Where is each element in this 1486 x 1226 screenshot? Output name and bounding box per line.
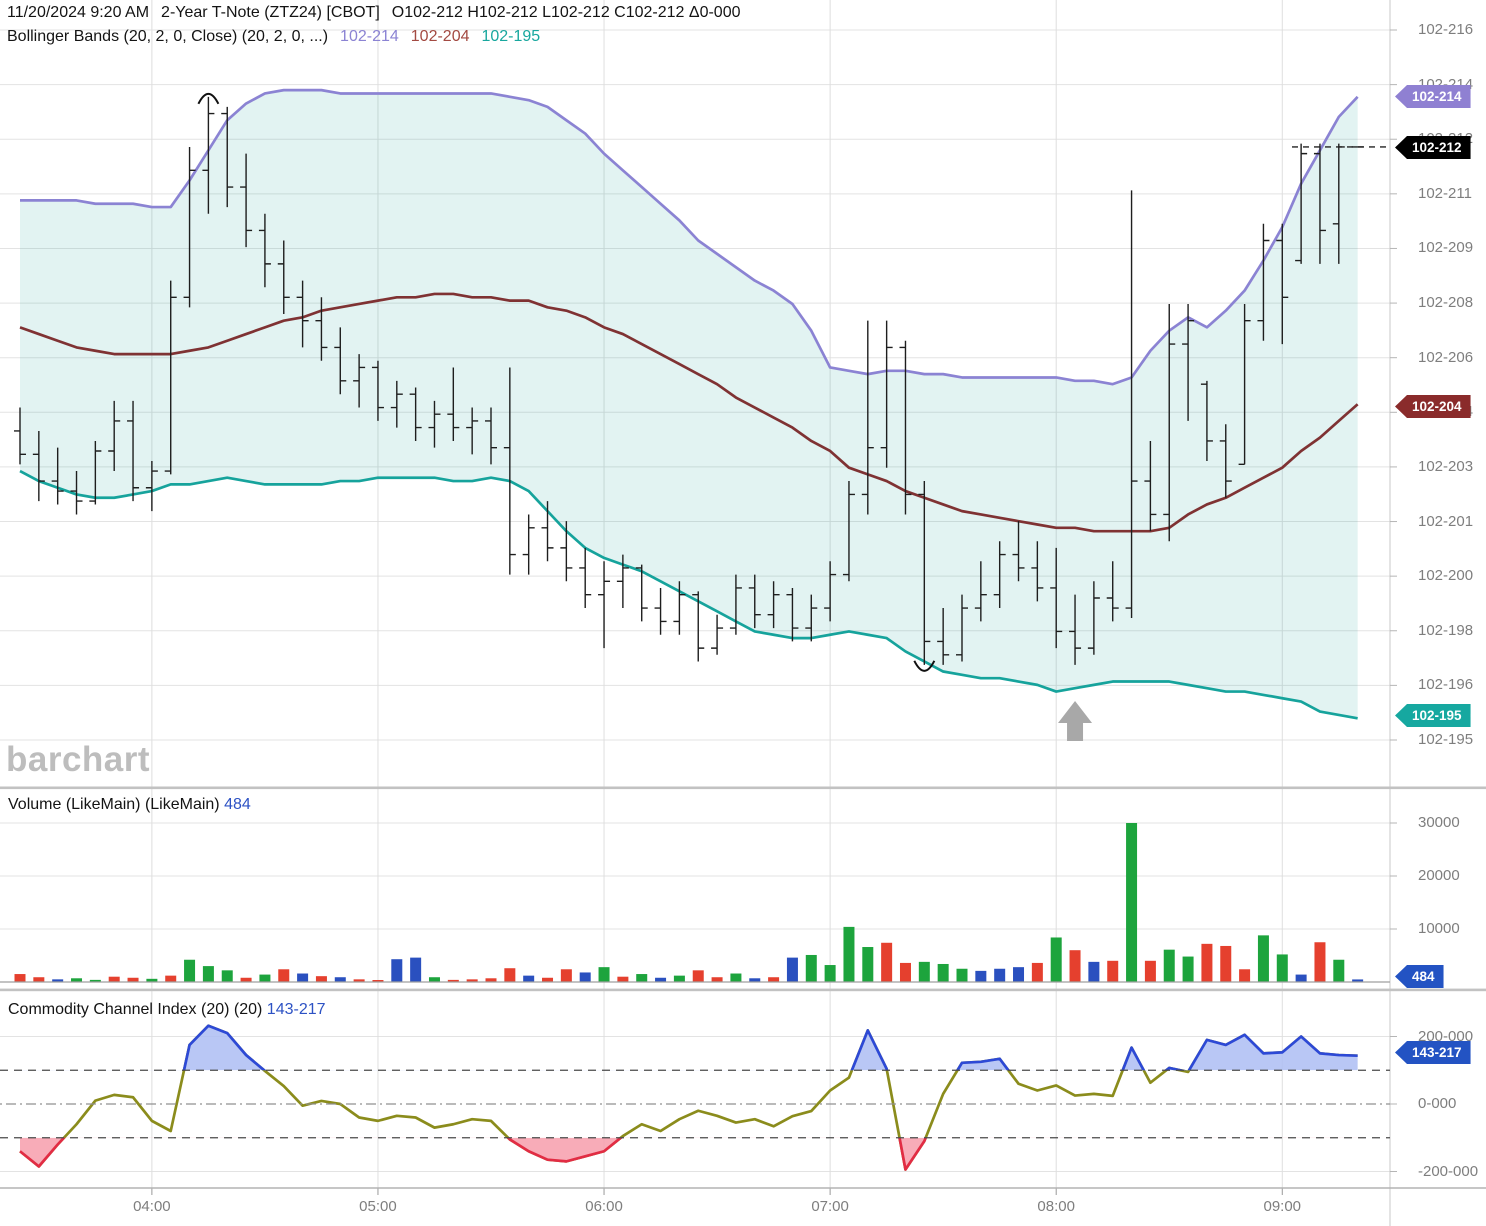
time-axis-label: 09:00 <box>1263 1198 1302 1215</box>
price-axis-label: 102-196 <box>1418 676 1474 694</box>
bb-upper-value: 102-214 <box>340 28 399 45</box>
up-arrow-marker-icon <box>1058 701 1093 741</box>
volume-axis-label: 30000 <box>1418 814 1460 831</box>
last-price-badge: 102-212 <box>1395 136 1471 159</box>
ohlc-bars <box>14 96 1364 665</box>
bb-middle-badge: 102-204 <box>1395 395 1471 418</box>
cci-axis-label: 200-000 <box>1418 1027 1474 1045</box>
price-axis-label: 102-201 <box>1418 512 1474 530</box>
barchart-logo: barchart <box>6 740 151 779</box>
quote-datetime: 11/20/2024 9:20 AM <box>7 4 150 21</box>
price-axis-label: 102-200 <box>1418 567 1474 585</box>
volume-badge: 484 <box>1395 965 1444 988</box>
volume-value: 484 <box>224 796 251 813</box>
bb-middle-value: 102-204 <box>410 28 470 45</box>
price-axis-label: 102-208 <box>1418 294 1474 312</box>
panel-divider <box>0 988 1486 992</box>
volume-panel-header: Volume (LikeMain) (LikeMain) 484 <box>8 796 251 814</box>
bollinger-upper-line <box>20 88 1359 386</box>
price-axis-label: 102-203 <box>1418 457 1474 475</box>
volume-label: Volume (LikeMain) (LikeMain) <box>8 796 220 813</box>
bollinger-band-fill <box>20 90 1358 719</box>
low-arc-marker-icon <box>913 660 936 672</box>
cci-panel-header: Commodity Channel Index (20) (20) 143-21… <box>8 1001 326 1019</box>
price-axis-label: 102-209 <box>1418 239 1474 257</box>
time-axis-label: 08:00 <box>1037 1198 1075 1215</box>
cci-overbought-zone <box>20 1024 1358 1071</box>
bb-lower-value: 102-195 <box>481 28 541 45</box>
price-axis-label: 102-198 <box>1418 621 1474 639</box>
volume-bars <box>14 823 1364 982</box>
study-label: Bollinger Bands (20, 2, 0, Close) (20, 2… <box>7 28 329 45</box>
cci-axis-label: 0-000 <box>1418 1095 1457 1112</box>
price-axis-label: 102-195 <box>1418 730 1474 748</box>
quote-ohlc: O102-212 H102-212 L102-212 C102-212 Δ0-0… <box>391 4 741 21</box>
price-axis-label: 102-211 <box>1418 184 1472 202</box>
bollinger-lower-line <box>19 469 1358 720</box>
cci-badge: 143-217 <box>1395 1041 1471 1064</box>
cci-axis-label: -200-000 <box>1418 1162 1479 1180</box>
quote-header: 11/20/2024 9:20 AM 2-Year T-Note (ZTZ24) … <box>7 4 753 22</box>
bb-upper-badge: 102-214 <box>1395 85 1471 108</box>
panel-divider <box>0 786 1486 790</box>
time-axis-label: 06:00 <box>585 1198 623 1215</box>
price-axis-label: 102-216 <box>1418 21 1474 38</box>
price-axis-label: 102-206 <box>1418 348 1474 366</box>
bb-lower-badge: 102-195 <box>1395 704 1471 727</box>
time-axis-label: 04:00 <box>133 1198 171 1215</box>
bollinger-middle-line <box>19 292 1359 533</box>
cci-value: 143-217 <box>266 1001 326 1018</box>
volume-axis-label: 10000 <box>1418 920 1460 937</box>
high-arc-marker-icon <box>197 92 220 105</box>
quote-symbol: 2-Year T-Note (ZTZ24) [CBOT] <box>161 4 380 21</box>
study-header: Bollinger Bands (20, 2, 0, Close) (20, 2… <box>7 28 552 46</box>
volume-axis-label: 20000 <box>1418 867 1460 884</box>
time-axis-label: 05:00 <box>359 1198 397 1215</box>
time-axis-label: 07:00 <box>811 1198 849 1215</box>
cci-label: Commodity Channel Index (20) (20) <box>8 1001 263 1018</box>
